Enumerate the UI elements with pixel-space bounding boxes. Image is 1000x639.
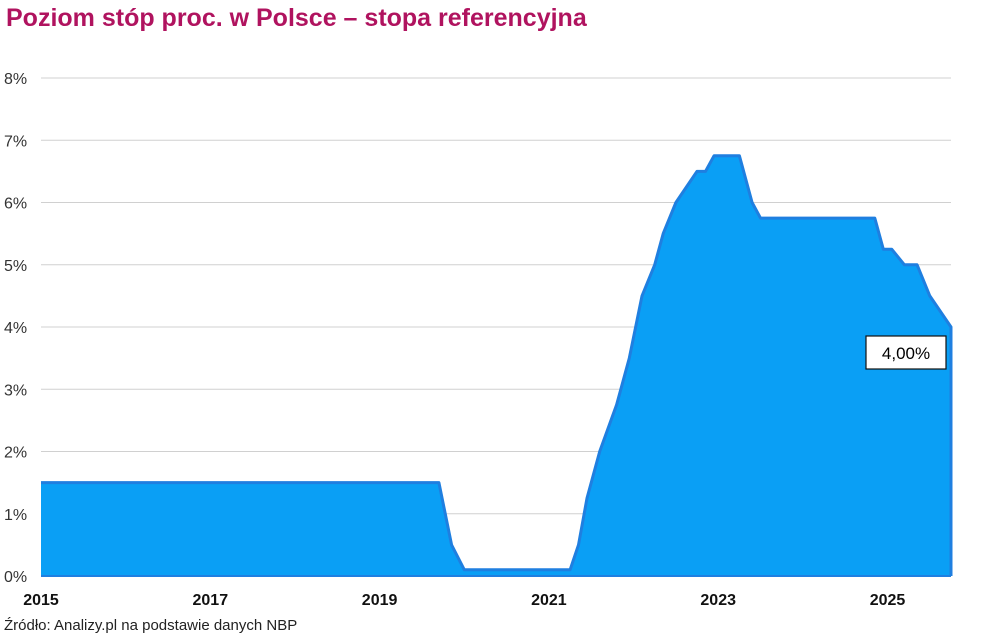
- x-tick-label: 2025: [870, 592, 906, 609]
- chart-title: Poziom stóp proc. w Polsce – stopa refer…: [6, 4, 587, 32]
- y-tick-label: 5%: [4, 258, 27, 275]
- area-layer: [41, 154, 953, 577]
- y-axis-ticks: 0% 1% 2% 3% 4% 5% 6% 7% 8%: [4, 71, 27, 586]
- y-tick-label: 2%: [4, 445, 27, 462]
- x-tick-label: 2021: [531, 592, 567, 609]
- area-fill: [41, 155, 951, 577]
- x-tick-label: 2017: [193, 592, 229, 609]
- series-line: [41, 154, 953, 576]
- y-tick-label: 7%: [4, 133, 27, 150]
- x-axis-ticks: 2015 2017 2019 2021 2023 2025: [23, 592, 905, 609]
- callout-label: 4,00%: [882, 344, 930, 363]
- x-tick-label: 2023: [700, 592, 736, 609]
- value-callout: 4,00%: [865, 335, 947, 370]
- y-tick-label: 0%: [4, 569, 27, 586]
- y-tick-label: 6%: [4, 196, 27, 213]
- x-tick-label: 2019: [362, 592, 398, 609]
- source-note: Źródło: Analizy.pl na podstawie danych N…: [4, 617, 298, 634]
- y-tick-label: 8%: [4, 71, 27, 88]
- x-tick-label: 2015: [23, 592, 59, 609]
- y-tick-label: 3%: [4, 382, 27, 399]
- y-tick-label: 4%: [4, 320, 27, 337]
- y-tick-label: 1%: [4, 507, 27, 524]
- callout-box: [865, 335, 947, 370]
